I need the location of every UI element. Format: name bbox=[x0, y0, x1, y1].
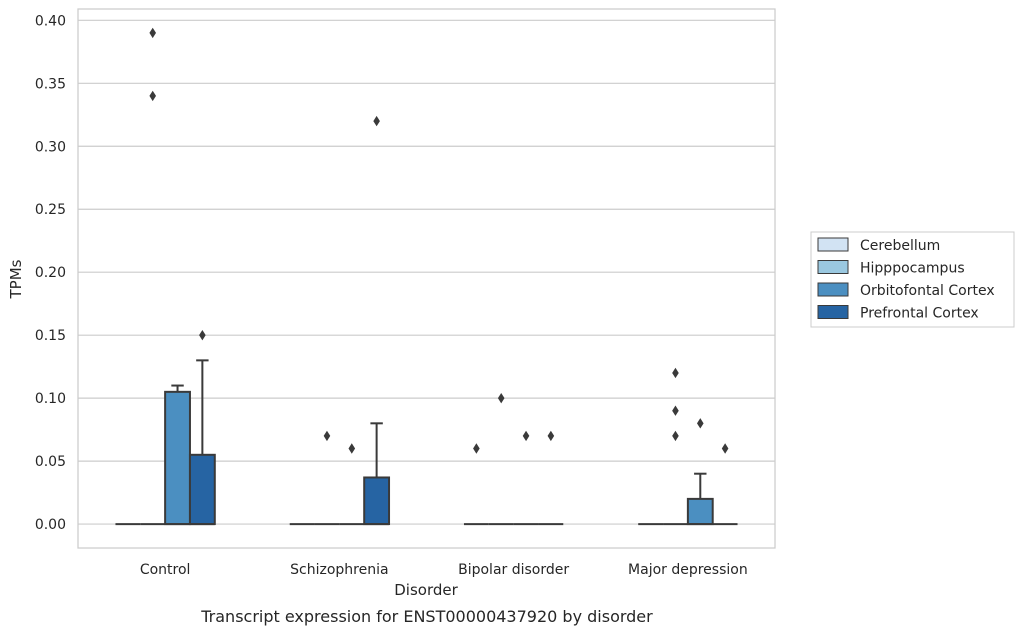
legend-swatch bbox=[817, 282, 849, 297]
outlier-point bbox=[672, 405, 679, 416]
x-tick-label: Bipolar disorder bbox=[458, 562, 569, 578]
x-axis-title: Disorder bbox=[394, 581, 458, 599]
y-tick-labels: 0.00 0.05 0.10 0.15 0.20 0.25 0.30 0.35 0.40 bbox=[35, 13, 66, 533]
box-group bbox=[339, 443, 365, 526]
outlier-point bbox=[373, 115, 380, 127]
chart-caption: Transcript expression for ENST0000043792… bbox=[200, 607, 653, 626]
box-group bbox=[314, 430, 340, 526]
box-body bbox=[363, 476, 391, 526]
legend-label: Orbitofontal Cortex bbox=[860, 283, 995, 299]
box-group bbox=[712, 443, 738, 526]
box-group bbox=[164, 384, 191, 526]
outlier-point bbox=[149, 90, 157, 102]
x-tick-labels: Control Schizophrenia Bipolar disorder Majo… bbox=[140, 562, 748, 578]
outlier-point bbox=[547, 430, 555, 442]
outlier-point bbox=[696, 418, 704, 429]
y-tick-label: 0.00 bbox=[35, 517, 66, 533]
outlier-point bbox=[348, 443, 356, 454]
legend-label: Prefrontal Cortex bbox=[860, 306, 979, 322]
box-group bbox=[488, 392, 514, 526]
outlier-point bbox=[497, 392, 505, 404]
outlier-point bbox=[323, 430, 331, 442]
y-tick-label: 0.05 bbox=[35, 454, 66, 470]
box-body bbox=[164, 390, 191, 526]
box-group bbox=[463, 443, 489, 526]
box-group bbox=[686, 418, 714, 526]
legend: Cerebellum Hipppocampus Orbitofontal Corte… bbox=[810, 231, 1015, 328]
y-tick-label: 0.20 bbox=[35, 265, 66, 281]
box-body bbox=[188, 453, 216, 526]
box-group bbox=[188, 329, 216, 526]
outlier-point bbox=[522, 430, 530, 442]
plot-frame bbox=[77, 8, 776, 549]
y-tick-label: 0.10 bbox=[35, 391, 66, 407]
y-tick-label: 0.35 bbox=[35, 76, 66, 92]
outlier-point bbox=[672, 430, 679, 442]
x-tick-label: Control bbox=[140, 562, 191, 578]
box-group bbox=[140, 27, 166, 526]
box-body bbox=[686, 497, 714, 526]
legend-swatch bbox=[817, 305, 849, 319]
x-tick-label: Major depression bbox=[628, 562, 748, 578]
box-group bbox=[363, 115, 391, 526]
x-tick-label: Schizophrenia bbox=[290, 562, 388, 578]
legend-swatch bbox=[817, 237, 849, 252]
y-tick-label: 0.40 bbox=[35, 13, 66, 29]
box-group bbox=[663, 367, 688, 526]
legend-label: Hipppocampus bbox=[860, 261, 965, 277]
outlier-point bbox=[672, 367, 679, 379]
outlier-point bbox=[721, 443, 729, 454]
y-tick-label: 0.30 bbox=[35, 139, 66, 155]
outlier-point bbox=[473, 443, 480, 454]
legend-swatch bbox=[817, 260, 849, 274]
outlier-point bbox=[149, 27, 157, 39]
box-group bbox=[513, 430, 539, 526]
legend-label: Cerebellum bbox=[860, 238, 940, 254]
boxes-layer bbox=[115, 27, 738, 526]
y-tick-label: 0.15 bbox=[35, 328, 66, 344]
outlier-point bbox=[199, 329, 206, 341]
y-axis-title: TPMs bbox=[7, 259, 25, 299]
y-tick-label: 0.25 bbox=[35, 202, 66, 218]
box-group bbox=[538, 430, 564, 526]
